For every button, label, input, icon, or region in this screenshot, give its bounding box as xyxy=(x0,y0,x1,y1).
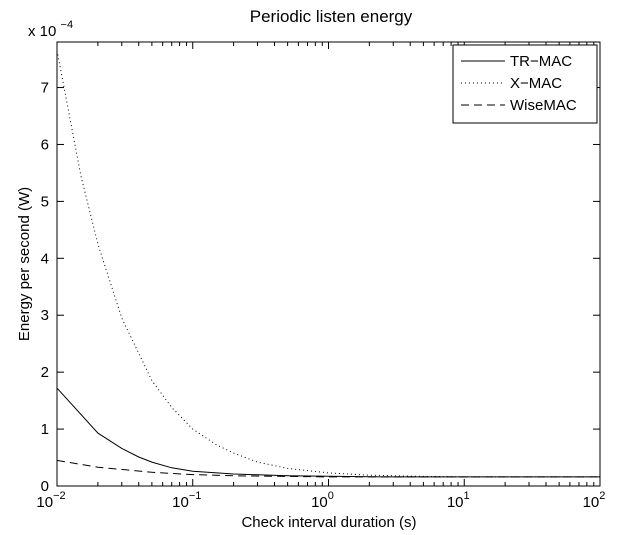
legend: TR−MAC X−MAC WiseMAC xyxy=(452,44,598,124)
y-tick-label: 7 xyxy=(41,80,49,97)
y-tick-label: 6 xyxy=(41,136,49,153)
y-tick-label: 3 xyxy=(41,307,49,324)
y-tick-label: 4 xyxy=(41,250,49,267)
x-tick-label-exponent: −2 xyxy=(53,490,66,502)
x-tick-label-base: 10 xyxy=(311,494,328,511)
x-axis-label: Check interval duration (s) xyxy=(241,514,416,531)
legend-box xyxy=(452,44,598,124)
series-line-wisemac xyxy=(56,459,600,478)
y-axis-multiplier-base: x 10 xyxy=(28,23,56,40)
data-series xyxy=(56,50,600,478)
x-tick-label: 10−1 xyxy=(172,490,201,511)
y-axis-multiplier: x 10 −4 xyxy=(28,19,73,40)
x-tick-label-base: 10 xyxy=(447,494,464,511)
y-tick-label: 5 xyxy=(41,193,49,210)
y-axis-label: Energy per second (W) xyxy=(16,187,33,341)
legend-label: TR−MAC xyxy=(510,53,572,70)
y-axis-multiplier-exponent: −4 xyxy=(61,19,74,31)
x-tick-label: 102 xyxy=(583,490,606,511)
legend-label: X−MAC xyxy=(510,75,562,92)
x-tick-label-base: 10 xyxy=(36,494,53,511)
y-tick-label: 0 xyxy=(41,478,49,495)
x-tick-label-exponent: 2 xyxy=(599,490,605,502)
y-tick-label: 1 xyxy=(41,421,49,438)
y-tick-label: 2 xyxy=(41,364,49,381)
chart-title: Periodic listen energy xyxy=(250,7,413,26)
x-tick-label-exponent: 0 xyxy=(328,490,334,502)
x-tick-label-exponent: 1 xyxy=(464,490,470,502)
x-tick-label-exponent: −1 xyxy=(189,490,202,502)
series-line-xmac xyxy=(56,50,600,478)
x-tick-label: 101 xyxy=(447,490,470,511)
x-tick-label-base: 10 xyxy=(583,494,600,511)
x-tick-label: 10−2 xyxy=(36,490,65,511)
legend-label: WiseMAC xyxy=(510,97,577,114)
x-tick-label-base: 10 xyxy=(172,494,189,511)
x-tick-label: 100 xyxy=(311,490,334,511)
